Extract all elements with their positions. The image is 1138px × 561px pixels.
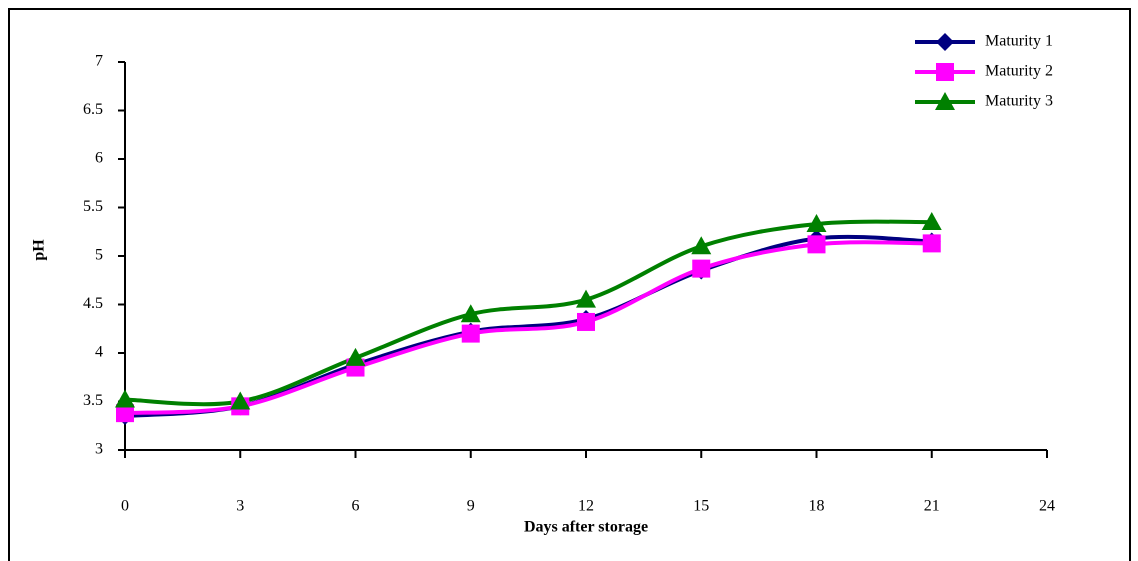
x-tick-label: 3 xyxy=(236,498,244,515)
marker xyxy=(576,289,596,308)
series-line xyxy=(124,219,932,407)
marker xyxy=(921,212,942,231)
x-tick-label: 12 xyxy=(578,498,594,515)
x-tick-label: 21 xyxy=(924,498,940,515)
y-tick-label: 6.5 xyxy=(83,101,103,118)
marker xyxy=(461,324,480,343)
x-tick-label: 0 xyxy=(121,498,129,515)
y-tick-label: 3.5 xyxy=(83,392,103,409)
y-tick-label: 6 xyxy=(95,150,103,167)
x-tick-label: 9 xyxy=(467,498,475,515)
y-tick-label: 4.5 xyxy=(83,295,103,312)
marker xyxy=(936,33,954,51)
y-axis-title: pH xyxy=(31,239,48,261)
frame xyxy=(8,8,1131,561)
marker xyxy=(692,259,711,278)
marker xyxy=(116,404,134,423)
x-tick-label: 15 xyxy=(693,498,709,515)
marker xyxy=(922,234,941,253)
y-tick-label: 7 xyxy=(95,53,103,70)
marker xyxy=(115,389,135,408)
legend-label: Maturity 3 xyxy=(985,93,1053,110)
marker xyxy=(577,312,595,331)
y-tick-label: 5 xyxy=(95,247,103,264)
legend-label: Maturity 2 xyxy=(985,63,1053,80)
marker xyxy=(345,347,366,366)
series-line xyxy=(124,240,932,416)
y-tick-label: 3 xyxy=(95,441,103,458)
marker xyxy=(936,63,954,81)
y-tick-label: 4 xyxy=(95,344,103,361)
marker xyxy=(807,235,826,254)
marker xyxy=(460,304,481,323)
x-tick-label: 18 xyxy=(809,498,825,515)
series-line xyxy=(124,234,932,419)
marker xyxy=(806,213,827,232)
x-tick-label: 6 xyxy=(352,498,360,515)
x-axis-title: Days after storage xyxy=(524,519,648,536)
marker xyxy=(230,391,251,410)
marker xyxy=(691,236,712,255)
legend-label: Maturity 1 xyxy=(985,33,1053,50)
x-tick-label: 24 xyxy=(1039,498,1055,515)
y-tick-label: 5.5 xyxy=(83,198,103,215)
marker xyxy=(935,92,955,110)
